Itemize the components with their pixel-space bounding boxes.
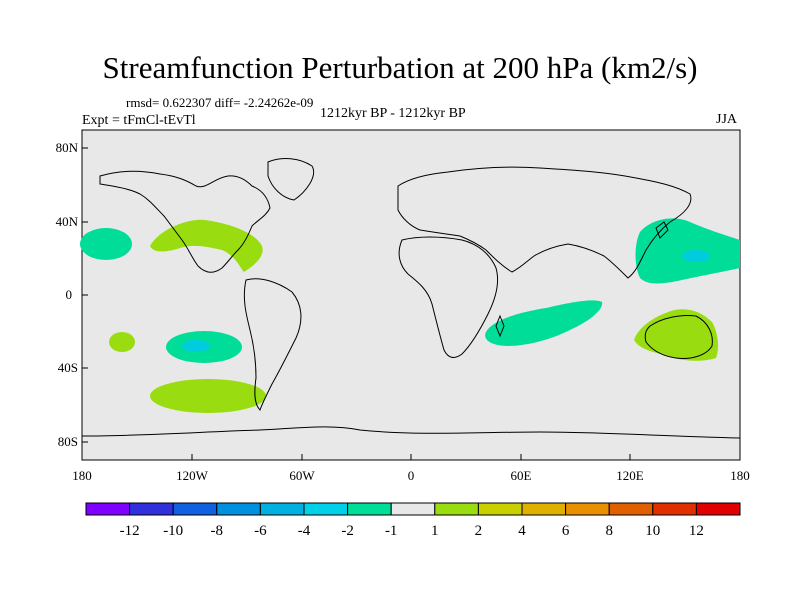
- colorbar-label: 6: [562, 523, 570, 539]
- colorbar-label: -8: [211, 523, 224, 539]
- colorbar-swatch: [129, 502, 174, 516]
- colorbar-swatch: [565, 502, 610, 516]
- coast-south-america: [243, 278, 302, 411]
- season-label: JJA: [716, 112, 738, 127]
- colorbar: -12 -10 -8 -6 -4 -2 -1 1 2 4 6 8 10 12: [85, 502, 741, 539]
- anomaly-positive-swpacific-small: [109, 332, 135, 352]
- lat-label-0: 0: [66, 287, 73, 302]
- colorbar-swatch: [521, 502, 567, 516]
- anomaly-positive-southern-pacific: [150, 379, 266, 413]
- colorbar-swatch: [390, 502, 436, 516]
- colorbar-label: -12: [120, 523, 140, 539]
- colorbar-label: 4: [518, 523, 526, 539]
- coast-greenland: [267, 158, 314, 201]
- coast-madagascar: [495, 314, 505, 338]
- colorbar-swatch: [652, 502, 697, 516]
- lat-label-80s: 80S: [58, 434, 78, 449]
- colorbar-swatch: [347, 502, 392, 516]
- lat-label-40n: 40N: [56, 214, 79, 229]
- colorbar-label: 8: [605, 523, 613, 539]
- coast-eurasia: [397, 166, 692, 279]
- period-label: 1212kyr BP - 1212kyr BP: [320, 106, 466, 121]
- colorbar-swatch: [85, 502, 131, 516]
- colorbar-label: -1: [385, 523, 398, 539]
- coast-africa: [398, 236, 499, 358]
- lon-label-180e: 180: [730, 468, 750, 483]
- lon-label-120w: 120W: [176, 468, 209, 483]
- longitude-labels: 180 120W 60W 0 60E 120E 180: [72, 468, 750, 483]
- coast-australia: [644, 315, 713, 359]
- colorbar-label: 12: [689, 523, 704, 539]
- anomaly-negative-indian: [485, 300, 603, 346]
- coast-antarctica: [81, 426, 741, 439]
- coastlines: [81, 158, 741, 439]
- anomaly-fields: [80, 218, 740, 413]
- colorbar-label: 10: [645, 523, 660, 539]
- anomaly-negative-wpacific: [635, 218, 740, 284]
- lon-label-0: 0: [408, 468, 415, 483]
- axis-ticks: [81, 147, 741, 460]
- colorbar-label: 1: [431, 523, 439, 539]
- latitude-labels: 80N 40N 0 40S 80S: [56, 140, 79, 449]
- map-title: Streamfunction Perturbation at 200 hPa (…: [102, 50, 698, 85]
- anomaly-negative-wpacific-core: [682, 250, 710, 262]
- experiment-label: Expt = tFmCl-tEvTl: [82, 113, 196, 128]
- lon-label-60w: 60W: [289, 468, 315, 483]
- stats-line: rmsd= 0.622307 diff= -2.24262e-09: [126, 95, 314, 110]
- anomaly-negative-spacific-core: [182, 340, 210, 352]
- anomaly-negative-npacific: [80, 228, 132, 260]
- colorbar-swatch: [477, 502, 523, 516]
- colorbar-swatch: [608, 502, 654, 516]
- colorbar-label: -10: [163, 523, 183, 539]
- anomaly-positive-mexico: [150, 219, 263, 272]
- coast-north-america: [99, 170, 271, 273]
- anomaly-positive-australia: [634, 309, 719, 361]
- colorbar-label: -2: [341, 523, 354, 539]
- colorbar-swatch: [303, 502, 349, 516]
- colorbar-label: -6: [254, 523, 267, 539]
- colorbar-label: 2: [475, 523, 483, 539]
- coast-japan: [655, 221, 669, 239]
- colorbar-label: -4: [298, 523, 311, 539]
- lon-label-180w: 180: [72, 468, 92, 483]
- lon-label-60e: 60E: [511, 468, 532, 483]
- colorbar-swatch: [434, 502, 479, 516]
- colorbar-swatch: [259, 502, 305, 516]
- colorbar-swatch: [695, 502, 741, 516]
- colorbar-swatch: [172, 502, 218, 516]
- lon-label-120e: 120E: [616, 468, 644, 483]
- map-panel: 80N 40N 0 40S 80S 180 120W 60W 0 60E 120…: [56, 129, 750, 483]
- lat-label-80n: 80N: [56, 140, 79, 155]
- lat-label-40s: 40S: [58, 360, 78, 375]
- colorbar-swatch: [216, 502, 261, 516]
